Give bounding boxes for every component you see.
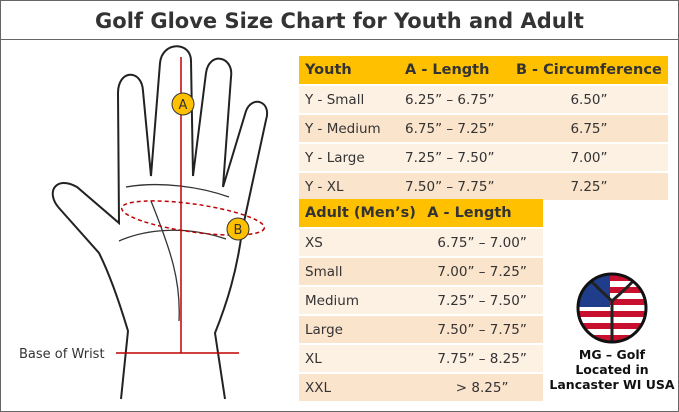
youth-table: Youth A - Length B - Circumference Y - Smal…: [299, 56, 668, 200]
circumference-ellipse: [120, 200, 266, 236]
table-row: Large 7.50” – 7.75”: [299, 314, 543, 344]
table-cell: XXL: [299, 372, 422, 401]
badge-line: MG – Golf: [578, 347, 646, 362]
table-cell: Y - XL: [299, 171, 400, 200]
table-cell: Y - Large: [299, 142, 400, 172]
table-row: XL 7.75” – 8.25”: [299, 343, 543, 373]
table-cell: 7.25” – 7.50”: [399, 142, 510, 172]
table-cell: 7.00”: [509, 142, 668, 172]
table-row: Y - Large 7.25” – 7.50” 7.00”: [299, 142, 668, 172]
column-header: B - Circumference: [509, 56, 668, 85]
table-cell: 7.75” – 8.25”: [421, 343, 543, 373]
header-row: Adult (Men’s) A - Length: [299, 199, 543, 228]
marker-a-circle: [171, 92, 195, 116]
table-row: Y - Small 6.25” – 6.75” 6.50”: [299, 84, 668, 114]
marker-a: A: [179, 98, 188, 113]
table-cell: 7.00” – 7.25”: [421, 256, 543, 286]
table-cell: 7.25” – 7.50”: [421, 285, 543, 315]
header-row: Youth A - Length B - Circumference: [299, 56, 668, 85]
adult-table: Adult (Men’s) A - Length XS 6.75” – 7.00” Sm…: [299, 199, 543, 401]
table-cell: 7.25”: [509, 171, 668, 200]
badge-ring: [576, 272, 648, 344]
table-row: Small 7.00” – 7.25”: [299, 256, 543, 286]
table-cell: Medium: [299, 285, 422, 315]
table-cell: 6.75”: [509, 113, 668, 143]
marker-b-circle: [226, 217, 250, 241]
column-header: Adult (Men’s): [299, 199, 422, 228]
table-cell: 7.50” – 7.75”: [421, 314, 543, 344]
column-header: A - Length: [421, 199, 543, 228]
table-cell: 6.75” – 7.25”: [399, 113, 510, 143]
badge-flag: [579, 275, 645, 341]
marker-b: B: [234, 223, 243, 238]
column-header: A - Length: [399, 56, 510, 85]
badge-line: Lancaster WI USA: [549, 377, 675, 392]
table-cell: Small: [299, 256, 422, 286]
table-cell: 6.50”: [509, 84, 668, 114]
table-row: Y - Medium 6.75” – 7.25” 6.75”: [299, 113, 668, 143]
table-cell: XS: [299, 227, 422, 257]
table-cell: XL: [299, 343, 422, 373]
wrist-label: Base of Wrist: [19, 347, 105, 362]
table-row: Y - XL 7.50” – 7.75” 7.25”: [299, 171, 668, 200]
table-cell: Y - Small: [299, 84, 400, 114]
badge-line: Located in: [575, 362, 649, 377]
table-row: XXL > 8.25”: [299, 372, 543, 401]
table-cell: 6.25” – 6.75”: [399, 84, 510, 114]
table-cell: Y - Medium: [299, 113, 400, 143]
title: Golf Glove Size Chart for Youth and Adul…: [1, 1, 678, 40]
table-row: Medium 7.25” – 7.50”: [299, 285, 543, 315]
table-cell: > 8.25”: [421, 372, 543, 401]
table-cell: Large: [299, 314, 422, 344]
badge-text: MG – Golf Located in Lancaster WI USA: [546, 347, 678, 392]
table-row: XS 6.75” – 7.00”: [299, 227, 543, 257]
column-header: Youth: [299, 56, 400, 85]
palm-lines: [118, 183, 230, 322]
table-cell: 6.75” – 7.00”: [421, 227, 543, 257]
table-cell: 7.50” – 7.75”: [399, 171, 510, 200]
